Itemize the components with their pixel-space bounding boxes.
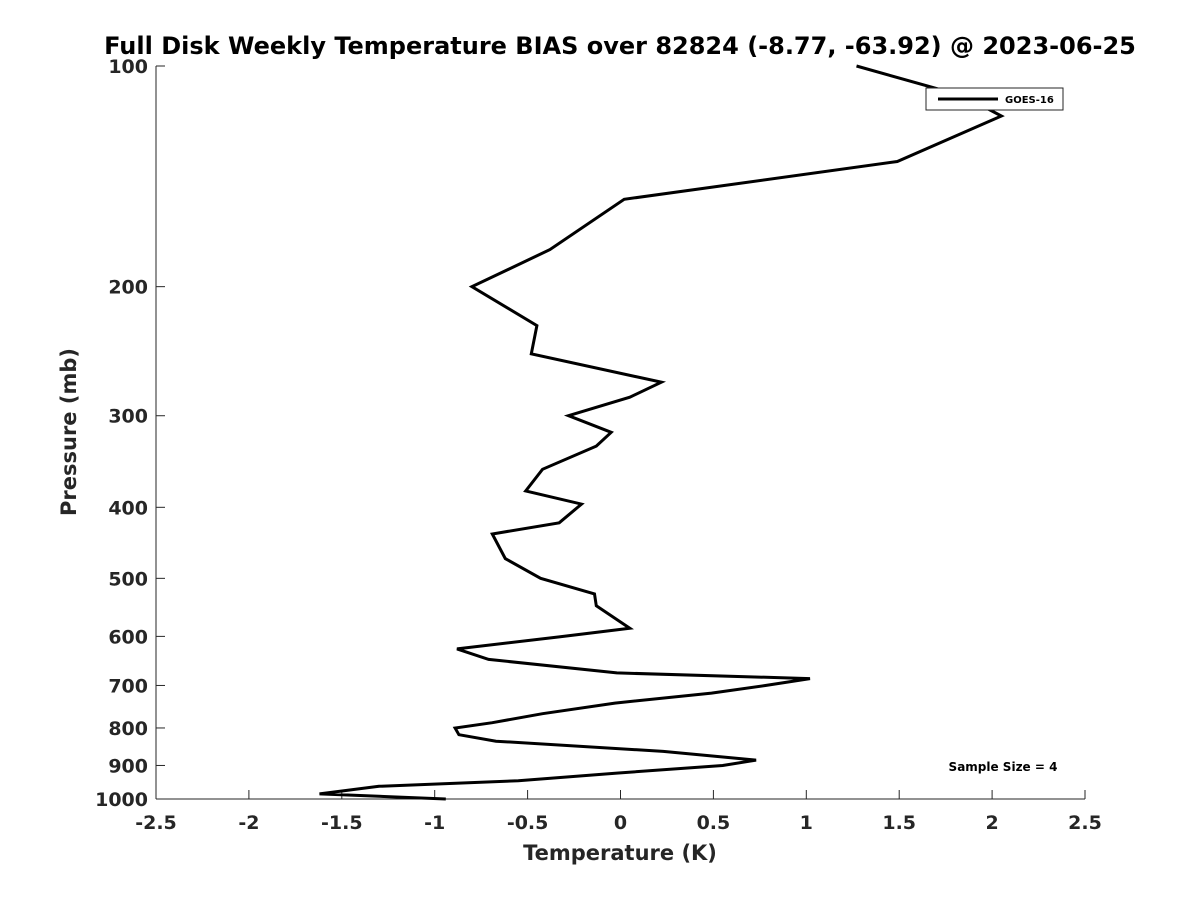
series-line-goes-16 <box>319 64 1005 801</box>
legend-label: GOES-16 <box>1005 95 1054 106</box>
y-tick-label: 900 <box>108 755 148 777</box>
legend: GOES-16 <box>925 87 1064 111</box>
x-tick-label: -1.5 <box>321 812 363 834</box>
y-tick-label: 200 <box>108 277 148 299</box>
x-tick-label: 0 <box>614 812 627 834</box>
x-tick-label: 1.5 <box>882 812 916 834</box>
y-tick-label: 500 <box>108 568 148 590</box>
x-tick-label: 2 <box>985 812 998 834</box>
y-tick-label: 600 <box>108 626 148 648</box>
chart-title: Full Disk Weekly Temperature BIAS over 8… <box>104 32 1136 60</box>
y-tick-label: 1000 <box>95 789 148 811</box>
y-axis-label: Pressure (mb) <box>57 348 81 516</box>
y-tick-label: 100 <box>108 56 148 78</box>
x-tick-label: -2 <box>238 812 259 834</box>
x-axis-label: Temperature (K) <box>523 841 717 865</box>
x-ticks: -2.5 -2 -1.5 -1 -0.5 0 0.5 1 1.5 2 2.5 <box>135 790 1102 834</box>
y-tick-label: 300 <box>108 406 148 428</box>
y-ticks: 100 200 300 400 500 600 700 800 900 1000 <box>95 56 165 811</box>
y-tick-label: 800 <box>108 718 148 740</box>
sample-size-annotation: Sample Size = 4 <box>949 760 1058 774</box>
x-tick-label: -0.5 <box>507 812 549 834</box>
y-tick-label: 400 <box>108 497 148 519</box>
y-tick-label: 700 <box>108 675 148 697</box>
x-tick-label: -2.5 <box>135 812 177 834</box>
plot-axes <box>155 66 1085 800</box>
x-tick-label: 1 <box>800 812 813 834</box>
x-tick-label: -1 <box>424 812 445 834</box>
x-tick-label: 0.5 <box>697 812 731 834</box>
x-tick-label: 2.5 <box>1068 812 1102 834</box>
